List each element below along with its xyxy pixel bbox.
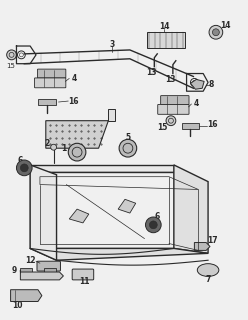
Text: 6: 6 [155, 212, 160, 221]
Text: 7: 7 [205, 276, 211, 284]
Polygon shape [11, 290, 42, 301]
Bar [182, 123, 199, 129]
Text: 8: 8 [208, 80, 214, 89]
FancyBboxPatch shape [158, 105, 189, 114]
Circle shape [166, 116, 176, 126]
FancyBboxPatch shape [72, 269, 94, 280]
Polygon shape [190, 79, 204, 89]
Polygon shape [30, 248, 208, 260]
Circle shape [68, 143, 86, 161]
FancyBboxPatch shape [37, 261, 61, 271]
Text: 3: 3 [110, 40, 115, 49]
Text: 5: 5 [125, 133, 130, 142]
Bar [44, 268, 56, 273]
Text: 6: 6 [18, 156, 23, 164]
Polygon shape [118, 199, 136, 213]
Polygon shape [194, 243, 210, 251]
Circle shape [51, 144, 57, 150]
Polygon shape [174, 165, 208, 253]
Text: 11: 11 [79, 277, 89, 286]
Text: 12: 12 [25, 256, 35, 265]
Bar [148, 32, 185, 48]
Text: 16: 16 [68, 97, 78, 106]
Circle shape [213, 29, 219, 36]
Text: 17: 17 [207, 236, 217, 245]
Text: 4: 4 [194, 100, 199, 108]
Polygon shape [30, 172, 174, 248]
Circle shape [149, 221, 157, 229]
Circle shape [209, 25, 223, 39]
Ellipse shape [197, 264, 219, 276]
Bar [20, 268, 32, 273]
Text: 2: 2 [44, 139, 49, 148]
Text: 13: 13 [165, 75, 175, 84]
FancyBboxPatch shape [37, 69, 66, 78]
Polygon shape [30, 165, 57, 260]
Polygon shape [46, 121, 108, 148]
Circle shape [119, 140, 137, 157]
FancyBboxPatch shape [161, 96, 189, 105]
Text: 15: 15 [6, 63, 15, 69]
FancyBboxPatch shape [34, 78, 66, 88]
Text: 1: 1 [61, 144, 66, 153]
Polygon shape [108, 109, 115, 121]
Text: 13: 13 [146, 68, 157, 77]
Circle shape [20, 164, 28, 172]
Text: 14: 14 [220, 21, 231, 30]
Text: 15: 15 [157, 123, 167, 132]
Polygon shape [20, 270, 63, 280]
Circle shape [16, 160, 32, 176]
Text: 14: 14 [159, 22, 169, 31]
Text: 16: 16 [207, 120, 217, 129]
Text: 9: 9 [11, 266, 16, 275]
Bar [38, 99, 56, 105]
Text: 10: 10 [12, 301, 23, 310]
Text: 4: 4 [71, 74, 77, 83]
Polygon shape [69, 209, 89, 223]
Circle shape [146, 217, 161, 233]
Polygon shape [30, 165, 174, 172]
Circle shape [7, 50, 16, 60]
